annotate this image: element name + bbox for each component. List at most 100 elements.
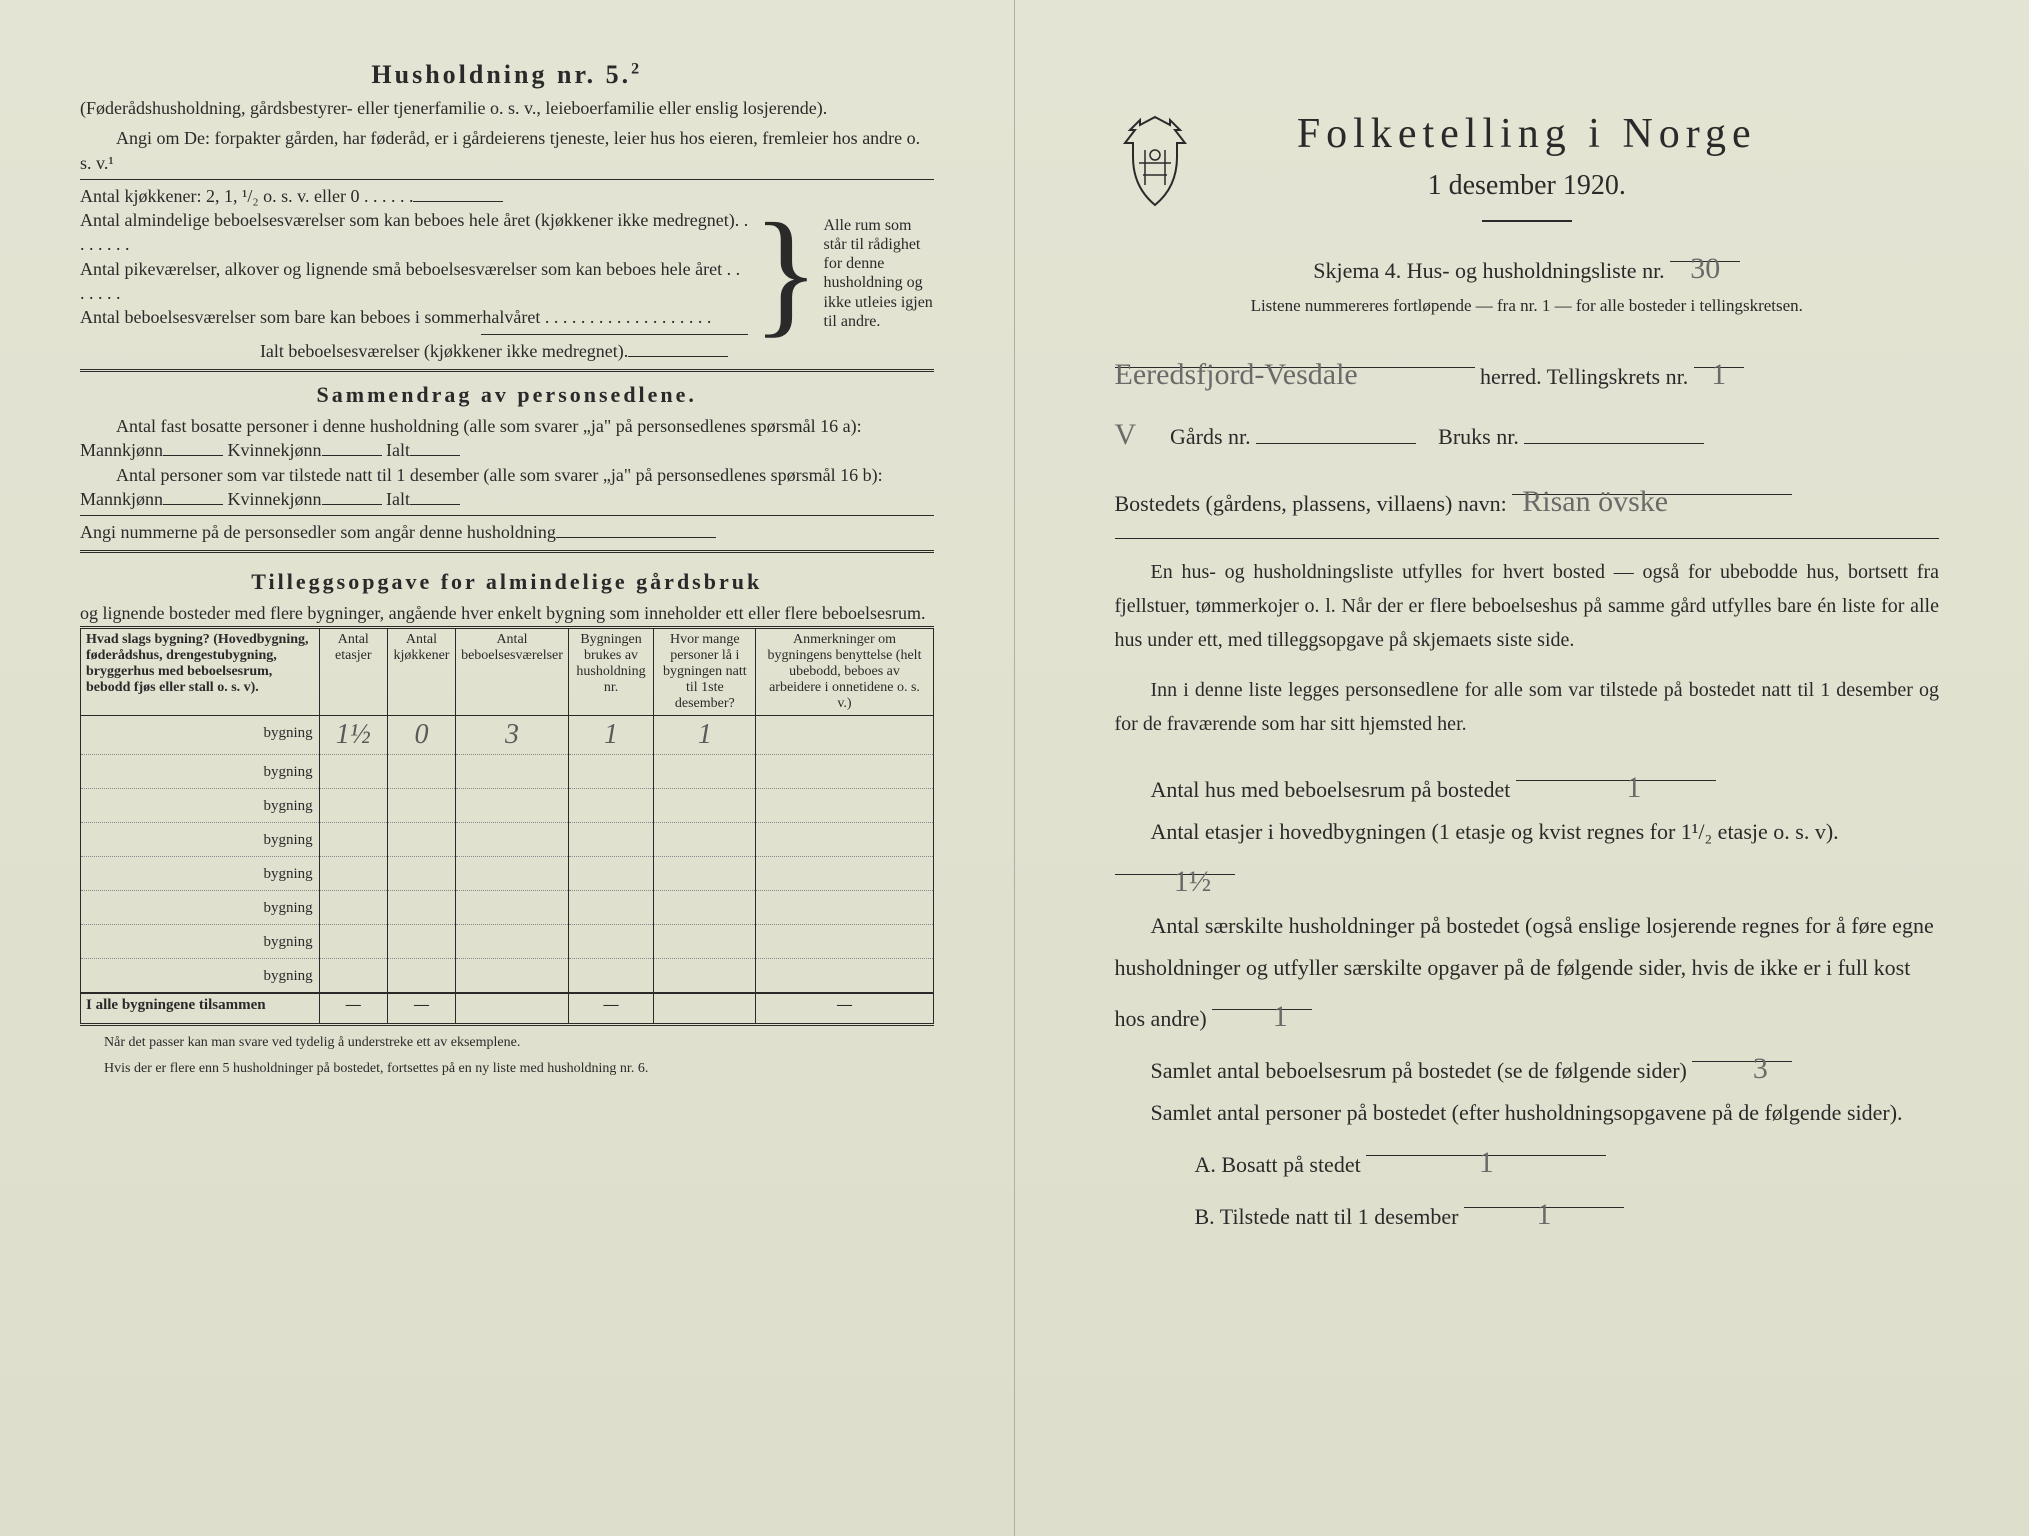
table-cell[interactable]: [456, 823, 569, 857]
table-cell[interactable]: [387, 823, 455, 857]
ialt-label: Ialt beboelsesværelser (kjøkkener ikke m…: [260, 341, 628, 361]
brace-note: Alle rum som står til rådighet for denne…: [824, 216, 934, 331]
table-cell[interactable]: [319, 857, 387, 891]
sammendrag-title: Sammendrag av personsedlene.: [80, 382, 934, 408]
table-cell[interactable]: [568, 823, 653, 857]
q3-field[interactable]: 1: [1212, 988, 1312, 1010]
table-cell[interactable]: [387, 857, 455, 891]
table-cell[interactable]: [756, 755, 933, 789]
th-3: Antal beboelsesværelser: [456, 627, 569, 715]
table-cell[interactable]: [568, 959, 653, 993]
table-cell[interactable]: [654, 755, 756, 789]
table-cell[interactable]: 3: [456, 716, 569, 755]
qB-field[interactable]: 1: [1464, 1186, 1624, 1208]
table-cell[interactable]: [568, 789, 653, 823]
ialt-field[interactable]: [628, 339, 728, 357]
table-cell[interactable]: [568, 891, 653, 925]
table-cell[interactable]: [456, 891, 569, 925]
table-cell[interactable]: [654, 925, 756, 959]
intro-2: Angi om De: forpakter gården, har føderå…: [80, 126, 934, 175]
table-cell[interactable]: 1: [654, 716, 756, 755]
table-row: bygning: [81, 925, 934, 959]
skjema-label: Skjema 4. Hus- og husholdningsliste nr.: [1313, 258, 1664, 283]
mann-field-2[interactable]: [163, 487, 223, 505]
bosted-field[interactable]: Risan övske: [1512, 473, 1792, 495]
footer-dash-4: —: [568, 993, 653, 1025]
angi-field[interactable]: [556, 520, 716, 538]
table-cell[interactable]: [568, 857, 653, 891]
main-title: Folketelling i Norge: [1115, 110, 1940, 158]
bruks-nr-field[interactable]: [1524, 422, 1704, 444]
q2-field[interactable]: 1½: [1115, 853, 1235, 875]
qA-field[interactable]: 1: [1366, 1134, 1606, 1156]
table-cell[interactable]: [654, 857, 756, 891]
table-cell[interactable]: 1½: [319, 716, 387, 755]
footer-dash-2: —: [387, 993, 455, 1025]
skjema-nr-field[interactable]: 30: [1670, 240, 1740, 262]
table-cell[interactable]: [756, 891, 933, 925]
footer-cell-5: [654, 993, 756, 1025]
q4-line: Samlet antal beboelsesrum på bostedet (s…: [1115, 1040, 1940, 1092]
mann-field-1[interactable]: [163, 438, 223, 456]
table-cell[interactable]: [456, 959, 569, 993]
footer-label: I alle bygningene tilsammen: [81, 993, 320, 1025]
gards-label: Gårds nr.: [1170, 424, 1251, 449]
table-cell[interactable]: [756, 823, 933, 857]
table-cell[interactable]: [387, 925, 455, 959]
para-2: Inn i denne liste legges personsedlene f…: [1115, 673, 1940, 741]
table-cell[interactable]: [456, 789, 569, 823]
table-cell[interactable]: [456, 925, 569, 959]
table-cell[interactable]: [568, 925, 653, 959]
th-0: Hvad slags bygning? (Hovedbygning, føder…: [81, 627, 320, 715]
table-cell[interactable]: [319, 959, 387, 993]
bygning-table: Hvad slags bygning? (Hovedbygning, føder…: [80, 626, 934, 1026]
row-label-cell: bygning: [81, 925, 320, 959]
tellingskrets-field[interactable]: 1: [1694, 346, 1744, 368]
table-cell[interactable]: [456, 755, 569, 789]
qB-label: B. Tilstede natt til 1 desember: [1195, 1204, 1459, 1229]
kitchens-field[interactable]: [413, 184, 503, 202]
kvinne-field-1[interactable]: [322, 438, 382, 456]
row-label-cell: bygning: [81, 716, 320, 755]
ialt-label-1: Ialt: [386, 440, 410, 460]
gards-nr-field[interactable]: [1256, 422, 1416, 444]
table-cell[interactable]: [319, 891, 387, 925]
table-cell[interactable]: [654, 959, 756, 993]
table-cell[interactable]: [756, 959, 933, 993]
table-cell[interactable]: [319, 823, 387, 857]
angi-text: Angi nummerne på de personsedler som ang…: [80, 522, 556, 542]
table-cell[interactable]: [319, 755, 387, 789]
table-cell[interactable]: [654, 823, 756, 857]
double-rule-1: [80, 369, 934, 372]
rule: [80, 179, 934, 180]
table-cell[interactable]: [387, 891, 455, 925]
ialt-field-1[interactable]: [410, 438, 460, 456]
q1-field[interactable]: 1: [1516, 759, 1716, 781]
table-cell[interactable]: [387, 959, 455, 993]
table-cell[interactable]: [756, 925, 933, 959]
ialt-field-2[interactable]: [410, 487, 460, 505]
table-cell[interactable]: [319, 789, 387, 823]
table-cell[interactable]: [387, 789, 455, 823]
table-cell[interactable]: [756, 716, 933, 755]
q4-field[interactable]: 3: [1692, 1040, 1792, 1062]
table-cell[interactable]: [456, 857, 569, 891]
table-row: bygning: [81, 789, 934, 823]
row-label-cell: bygning: [81, 823, 320, 857]
table-cell[interactable]: [568, 755, 653, 789]
bruks-label: Bruks nr.: [1438, 424, 1519, 449]
herred-field[interactable]: Eeredsfjord-Vesdale: [1115, 346, 1475, 368]
kvinne-field-2[interactable]: [322, 487, 382, 505]
table-cell[interactable]: 1: [568, 716, 653, 755]
table-cell[interactable]: [654, 789, 756, 823]
row-label-cell: bygning: [81, 755, 320, 789]
table-cell[interactable]: [387, 755, 455, 789]
table-cell[interactable]: [756, 789, 933, 823]
table-cell[interactable]: 0: [387, 716, 455, 755]
q1-label: Antal hus med beboelsesrum på bostedet: [1151, 777, 1511, 802]
table-cell[interactable]: [319, 925, 387, 959]
table-cell[interactable]: [654, 891, 756, 925]
para2-text: Inn i denne liste legges personsedlene f…: [1115, 673, 1940, 741]
table-cell[interactable]: [756, 857, 933, 891]
herred-label: herred. Tellingskrets nr.: [1480, 364, 1688, 389]
